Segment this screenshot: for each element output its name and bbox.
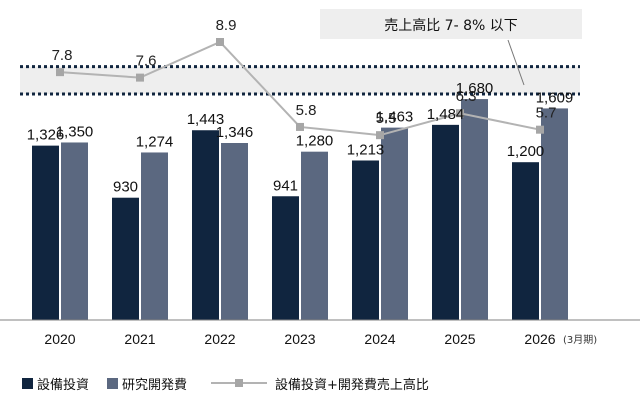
bar-rnd-2020	[61, 142, 88, 320]
bar-rnd-2025	[461, 99, 488, 320]
x-tick-2026: 2026	[524, 331, 555, 347]
ratio-point-2021	[136, 73, 144, 82]
bar-capex-2025	[432, 124, 459, 320]
ratio-point-2026	[536, 125, 544, 134]
data-label-capex-2021: 930	[113, 179, 138, 196]
ratio-point-2022	[216, 38, 224, 46]
ratio-point-2020	[56, 68, 64, 77]
legend-label-ratio: 設備投資+開発費売上高比	[275, 377, 429, 393]
x-tick-2022: 2022	[204, 331, 235, 347]
data-label-rnd-2023: 1,280	[296, 133, 334, 150]
data-label-rnd-2025: 1,680	[456, 80, 494, 97]
ratio-point-2025	[456, 109, 464, 118]
data-label-capex-2024: 1,213	[347, 141, 385, 158]
legend-item-capex: 設備投資	[22, 374, 89, 393]
bar-rnd-2024	[381, 127, 408, 320]
data-label-rnd-2024: 1,463	[376, 109, 414, 126]
legend-item-ratio: 設備投資+開発費売上高比	[205, 374, 429, 393]
legend-swatch-ratio	[211, 377, 268, 389]
x-tick-2020: 2020	[44, 331, 75, 347]
data-label-rnd-2021: 1,274	[136, 133, 174, 150]
ratio-point-2024	[376, 131, 384, 140]
target-band	[20, 65, 580, 96]
bar-capex-2023	[272, 196, 299, 320]
legend: 設備投資 研究開発費 設備投資+開発費売上高比	[22, 373, 447, 393]
data-label-capex-2025: 1,484	[427, 106, 465, 123]
x-tick-suffix: (3月期)	[563, 334, 597, 346]
ratio-line-series	[56, 38, 544, 140]
data-label-rnd-2020: 1,350	[56, 123, 94, 140]
bar-rnd-2022	[221, 143, 248, 320]
annotation-pointer	[507, 39, 525, 86]
x-tick-2023: 2023	[284, 331, 315, 347]
data-label-capex-2023: 941	[273, 177, 298, 194]
legend-label-capex: 設備投資	[37, 377, 90, 393]
x-tick-2024: 2024	[364, 331, 395, 347]
legend-swatch-capex	[22, 377, 33, 389]
x-tick-2025: 2025	[444, 331, 475, 347]
ratio-label-2024: 5.5	[376, 110, 397, 127]
bar-capex-2024	[352, 160, 379, 320]
legend-swatch-rnd	[107, 377, 119, 389]
bar-capex-2026	[512, 162, 539, 320]
ratio-point-2023	[296, 122, 304, 131]
legend-label-rnd: 研究開発費	[122, 377, 188, 393]
bar-capex-2020	[32, 145, 59, 320]
data-label-rnd-2026: 1,609	[536, 89, 574, 106]
x-axis: 2020 2021 2022 2023 2024 2025 2026 (3月期)	[0, 319, 640, 347]
ratio-label-2021: 7.6	[136, 53, 157, 70]
bar-rnd-2026	[541, 108, 568, 320]
bar-capex-2022	[192, 130, 219, 320]
ratio-label-2025: 6.3	[456, 88, 477, 105]
bar-series	[32, 99, 568, 320]
bar-rnd-2021	[141, 152, 168, 320]
annotation-box	[320, 9, 582, 39]
legend-item-rnd: 研究開発費	[107, 374, 187, 393]
bar-capex-2021	[112, 197, 139, 320]
annotation-text: 売上高比 7- 8% 以下	[384, 17, 518, 34]
target-band-fill	[20, 66, 580, 95]
data-label-capex-2026: 1,200	[507, 143, 545, 160]
data-label-rnd-2022: 1,346	[216, 124, 254, 141]
data-label-capex-2020: 1,326	[27, 127, 65, 144]
ratio-label-2026: 5.7	[536, 105, 557, 122]
target-annotation: 売上高比 7- 8% 以下	[320, 9, 582, 86]
bar-rnd-2023	[301, 151, 328, 320]
data-label-capex-2022: 1,443	[187, 111, 225, 128]
ratio-label-2022: 8.9	[216, 17, 237, 34]
ratio-label-2020: 7.8	[52, 47, 73, 64]
ratio-label-2023: 5.8	[296, 102, 317, 119]
x-tick-2021: 2021	[124, 331, 155, 347]
